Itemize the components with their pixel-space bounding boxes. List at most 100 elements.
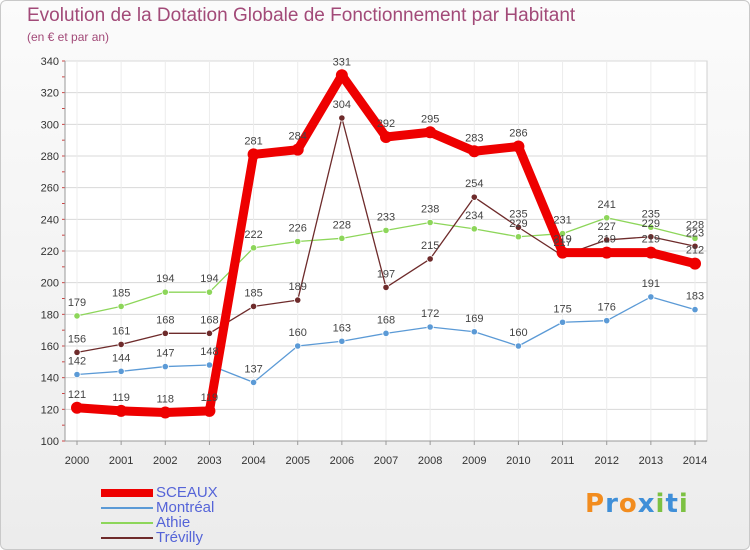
data-point (117, 340, 125, 349)
data-label: 175 (553, 303, 571, 315)
data-point (691, 305, 699, 314)
y-tick-label: 160 (41, 341, 59, 353)
data-label: 185 (112, 287, 130, 299)
x-tick-label: 2012 (594, 455, 618, 467)
data-point (426, 218, 434, 227)
data-point (249, 244, 258, 252)
data-label: 231 (553, 215, 571, 227)
logo-letter: x (637, 489, 656, 519)
legend-swatch (101, 537, 153, 539)
data-point (600, 246, 613, 259)
data-label: 168 (377, 314, 395, 326)
data-point (291, 143, 304, 156)
legend-swatch (101, 507, 153, 509)
logo-letter: P (585, 489, 606, 519)
data-label: 168 (156, 314, 174, 326)
data-label: 172 (421, 308, 439, 320)
data-label: 194 (200, 273, 218, 285)
data-label: 169 (465, 313, 483, 325)
data-point (514, 342, 523, 350)
x-tick-label: 2001 (109, 455, 133, 467)
data-label: 119 (201, 392, 219, 404)
data-point (294, 342, 302, 350)
legend-label: Athie (156, 514, 191, 531)
x-tick-label: 2000 (65, 455, 89, 467)
data-label: 142 (68, 356, 86, 368)
data-label: 121 (68, 389, 86, 401)
data-point (603, 236, 611, 244)
legend-swatch (101, 489, 153, 497)
data-label: 215 (421, 240, 439, 252)
data-label: 233 (377, 211, 395, 223)
data-label: 228 (333, 219, 351, 231)
data-label: 191 (642, 278, 660, 290)
y-tick-label: 340 (41, 56, 59, 68)
data-label: 226 (289, 223, 307, 235)
data-label: 331 (333, 56, 351, 68)
data-point (73, 312, 81, 320)
data-label: 183 (686, 291, 704, 303)
data-point (380, 131, 392, 143)
data-point (691, 242, 699, 250)
data-label: 144 (112, 352, 130, 364)
data-label: 284 (289, 131, 307, 143)
y-tick-label: 180 (41, 309, 59, 321)
data-point (294, 296, 302, 304)
y-tick-label: 100 (41, 436, 59, 448)
data-point (161, 329, 169, 337)
data-point (426, 323, 434, 331)
data-point (382, 226, 390, 235)
y-tick-label: 140 (41, 373, 59, 385)
data-point (689, 257, 701, 270)
data-label: 185 (244, 287, 262, 299)
data-label: 194 (156, 273, 174, 285)
data-label: 119 (112, 392, 130, 404)
data-label: 147 (156, 348, 174, 360)
y-tick-label: 280 (41, 151, 59, 163)
data-label: 156 (68, 333, 86, 345)
data-label: 160 (509, 327, 527, 339)
data-point (161, 288, 169, 296)
data-point (249, 302, 258, 311)
data-label: 217 (553, 237, 571, 249)
data-label: 179 (68, 297, 86, 309)
data-point (512, 140, 525, 153)
data-point (203, 404, 216, 417)
data-point (468, 145, 481, 158)
data-point (71, 401, 83, 414)
data-point (647, 233, 655, 241)
data-label: 235 (642, 208, 660, 220)
data-label: 219 (598, 234, 616, 246)
data-label: 228 (686, 219, 704, 231)
x-tick-label: 2014 (683, 455, 707, 467)
data-point (73, 348, 81, 356)
data-label: 222 (244, 229, 262, 241)
data-point (205, 361, 214, 369)
data-point (294, 237, 302, 246)
data-point (647, 223, 655, 231)
data-label: 235 (509, 208, 527, 220)
data-label: 219 (553, 234, 571, 246)
y-tick-label: 200 (41, 278, 59, 290)
data-point (514, 233, 523, 241)
data-point (424, 126, 437, 139)
data-label: 281 (244, 135, 262, 147)
logo-letter: i (655, 489, 666, 519)
data-label: 292 (377, 118, 395, 130)
data-label: 161 (112, 325, 130, 337)
x-tick-label: 2008 (418, 455, 442, 467)
data-point (382, 329, 390, 337)
series-athie (73, 214, 699, 320)
data-label: 283 (465, 132, 483, 144)
y-tick-label: 320 (41, 88, 59, 100)
data-label: 286 (509, 128, 527, 140)
data-label: 229 (642, 218, 660, 230)
data-point (603, 317, 611, 325)
data-point (249, 378, 258, 387)
data-point (205, 288, 214, 296)
data-label: 148 (200, 346, 218, 358)
data-point (115, 404, 128, 417)
legend-swatch (101, 522, 153, 524)
data-point (73, 370, 81, 379)
